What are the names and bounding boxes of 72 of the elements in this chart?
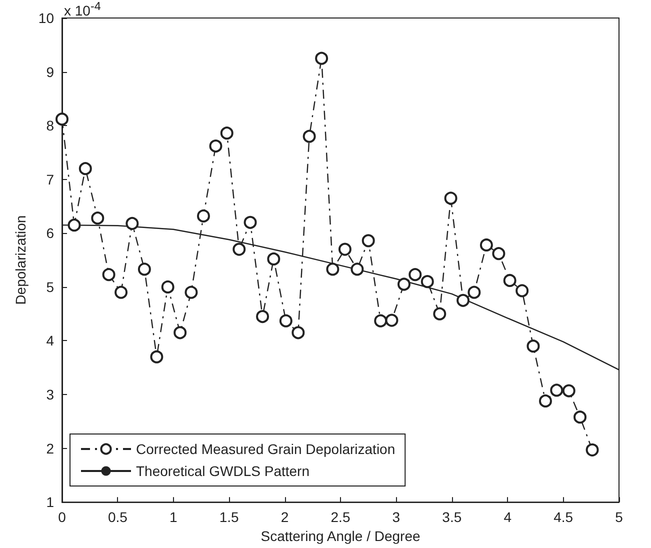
point xyxy=(184,286,198,299)
point xyxy=(408,268,422,282)
point xyxy=(91,212,104,225)
x-tick-label: 1 xyxy=(170,509,178,526)
y-tick-label: 4 xyxy=(46,332,54,349)
y-tick-label: 1 xyxy=(46,494,54,510)
point xyxy=(586,443,599,456)
x-tick-label: 3 xyxy=(392,509,400,526)
point xyxy=(232,242,246,256)
x-tick-label: 0 xyxy=(58,509,66,526)
point xyxy=(562,384,576,398)
y-tick-label: 7 xyxy=(46,171,54,188)
point xyxy=(526,340,540,353)
point xyxy=(256,310,270,324)
point xyxy=(456,294,470,307)
x-axis-title: Scattering Angle / Degree xyxy=(260,528,420,544)
y-tick-label: 10 xyxy=(38,10,54,26)
point xyxy=(492,247,506,260)
point xyxy=(114,286,128,299)
y-tick-label: 6 xyxy=(46,225,54,242)
point xyxy=(150,350,164,364)
point xyxy=(56,112,68,126)
point xyxy=(68,218,81,232)
annotation: x 10$^{-4}$ xyxy=(64,0,101,19)
point xyxy=(138,262,151,276)
y-tick-label: 9 xyxy=(46,64,54,80)
point xyxy=(444,192,458,205)
point xyxy=(420,275,434,288)
point xyxy=(480,238,493,252)
x-tick-label: 1.5 xyxy=(219,509,240,526)
point xyxy=(398,278,410,291)
point xyxy=(433,307,446,320)
point xyxy=(126,216,139,230)
point xyxy=(244,216,257,229)
x-tick-label: 2.5 xyxy=(330,509,350,526)
point xyxy=(292,326,305,340)
point xyxy=(385,314,398,327)
point xyxy=(209,140,222,153)
x-tick-label: 4.5 xyxy=(554,509,574,526)
y-tick-label: 3 xyxy=(46,386,54,403)
y-tick-label: 5 xyxy=(46,278,54,295)
point xyxy=(538,394,552,408)
x-tick-label: 2 xyxy=(280,509,289,526)
point xyxy=(550,384,564,397)
y-tick-label: 2 xyxy=(46,440,54,456)
point xyxy=(302,130,316,143)
point xyxy=(362,234,375,248)
point xyxy=(503,274,516,287)
point xyxy=(574,410,587,424)
point xyxy=(315,52,328,65)
x-tick-label: 5 xyxy=(615,509,624,526)
point xyxy=(220,126,234,140)
point xyxy=(279,314,292,328)
point xyxy=(374,314,388,328)
point xyxy=(78,162,92,176)
point xyxy=(267,252,280,266)
x-tick-label: 0.5 xyxy=(108,509,128,526)
y-tick-label: 8 xyxy=(46,118,54,134)
y-axis-title: Depolarization xyxy=(12,215,29,305)
point xyxy=(196,209,210,222)
point xyxy=(350,262,364,276)
point xyxy=(326,262,340,276)
legend-label: Theoretical GWDLS Pattern xyxy=(136,463,310,479)
point xyxy=(468,286,481,299)
point xyxy=(102,268,116,282)
point xyxy=(174,326,187,340)
x-tick-label: 4 xyxy=(504,509,512,526)
point xyxy=(516,284,529,298)
point xyxy=(338,242,352,256)
x-tick-label: 3.5 xyxy=(442,509,462,526)
legend-label: Corrected Measured Grain Depolarization xyxy=(136,441,396,457)
point xyxy=(161,280,174,294)
